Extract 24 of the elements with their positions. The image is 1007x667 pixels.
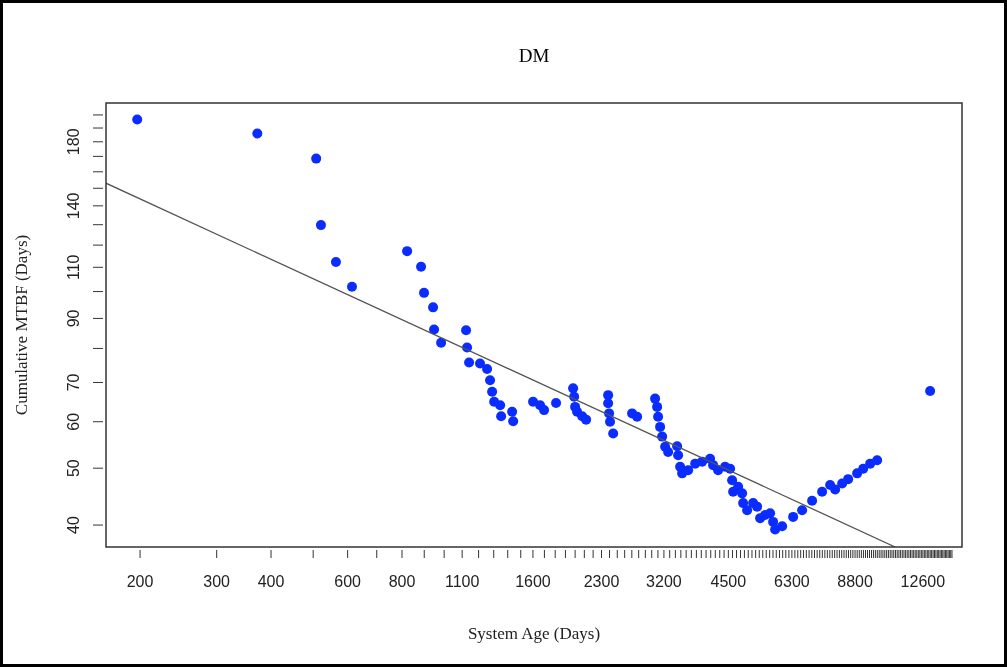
x-tick-label: 600	[334, 573, 362, 590]
x-tick-label: 1100	[444, 573, 480, 590]
chart-title: DM	[518, 45, 550, 66]
y-axis-title: Cumulative MTBF (Days)	[12, 234, 31, 416]
x-axis-title: System Age (Days)	[467, 624, 601, 643]
x-tick-label: 400	[257, 573, 285, 590]
y-tick-label: 90	[65, 309, 82, 328]
y-tick-label: 180	[65, 128, 82, 156]
x-tick-label: 300	[203, 573, 231, 590]
y-tick-label: 40	[65, 516, 82, 534]
x-tick-label: 2300	[583, 573, 620, 590]
y-tick-label: 60	[65, 412, 82, 431]
x-tick-label: 200	[126, 573, 154, 590]
x-tick-label: 3200	[646, 573, 682, 590]
x-tick-label: 4500	[710, 573, 747, 590]
y-tick-label: 140	[65, 192, 82, 220]
x-tick-label: 1600	[515, 573, 551, 590]
x-tick-label: 800	[388, 573, 416, 590]
x-tick-label: 12600	[900, 573, 946, 590]
y-tick-label: 110	[65, 254, 82, 281]
y-tick-label: 70	[65, 373, 82, 392]
x-tick-label: 6300	[774, 573, 810, 590]
y-tick-label: 50	[65, 459, 82, 478]
x-tick-label: 8800	[837, 573, 873, 590]
